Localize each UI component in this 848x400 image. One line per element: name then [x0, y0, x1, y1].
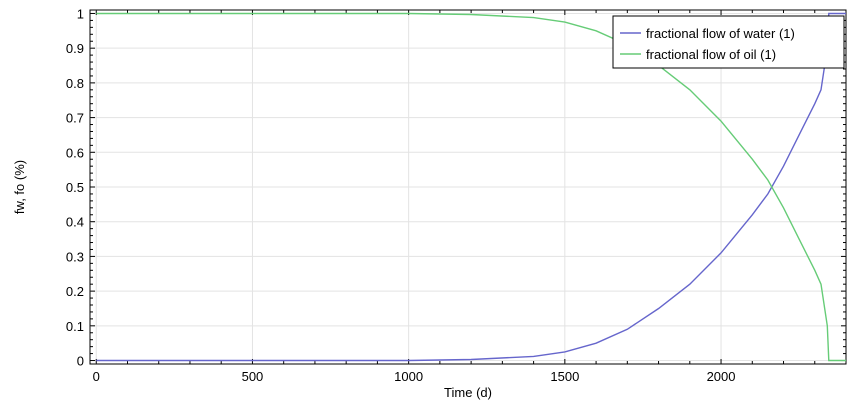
legend-label-oil: fractional flow of oil (1) — [646, 47, 776, 62]
axis-ticks: 0 500 1000 1500 2000 0 0.1 0.2 0.3 0.4 0.5 0.6 0.7 0.… — [66, 6, 847, 384]
legend: fractional flow of water (1) fractional … — [612, 15, 845, 69]
y-tick-label: 0.6 — [66, 145, 84, 160]
y-tick-label: 0.1 — [66, 319, 84, 334]
y-tick-label: 0.4 — [66, 215, 84, 230]
y-tick-label: 0.2 — [66, 284, 84, 299]
x-tick-label: 2000 — [707, 369, 736, 384]
grid-lines — [90, 10, 846, 364]
y-tick-label: 0.8 — [66, 76, 84, 91]
legend-box — [612, 15, 845, 69]
x-tick-label: 1500 — [550, 369, 579, 384]
y-tick-label: 1 — [77, 6, 84, 21]
x-tick-label: 1000 — [394, 369, 423, 384]
x-tick-label: 0 — [93, 369, 100, 384]
y-tick-label: 0 — [77, 354, 84, 369]
x-tick-label: 500 — [242, 369, 264, 384]
y-tick-label: 0.7 — [66, 111, 84, 126]
y-tick-label: 0.3 — [66, 249, 84, 264]
y-tick-label: 0.5 — [66, 180, 84, 195]
y-axis-title: fw, fo (%) — [12, 160, 27, 214]
series-line-oil — [96, 12, 846, 362]
legend-label-water: fractional flow of water (1) — [646, 26, 795, 41]
x-axis-title: Time (d) — [444, 385, 492, 400]
y-tick-label: 0.9 — [66, 41, 84, 56]
